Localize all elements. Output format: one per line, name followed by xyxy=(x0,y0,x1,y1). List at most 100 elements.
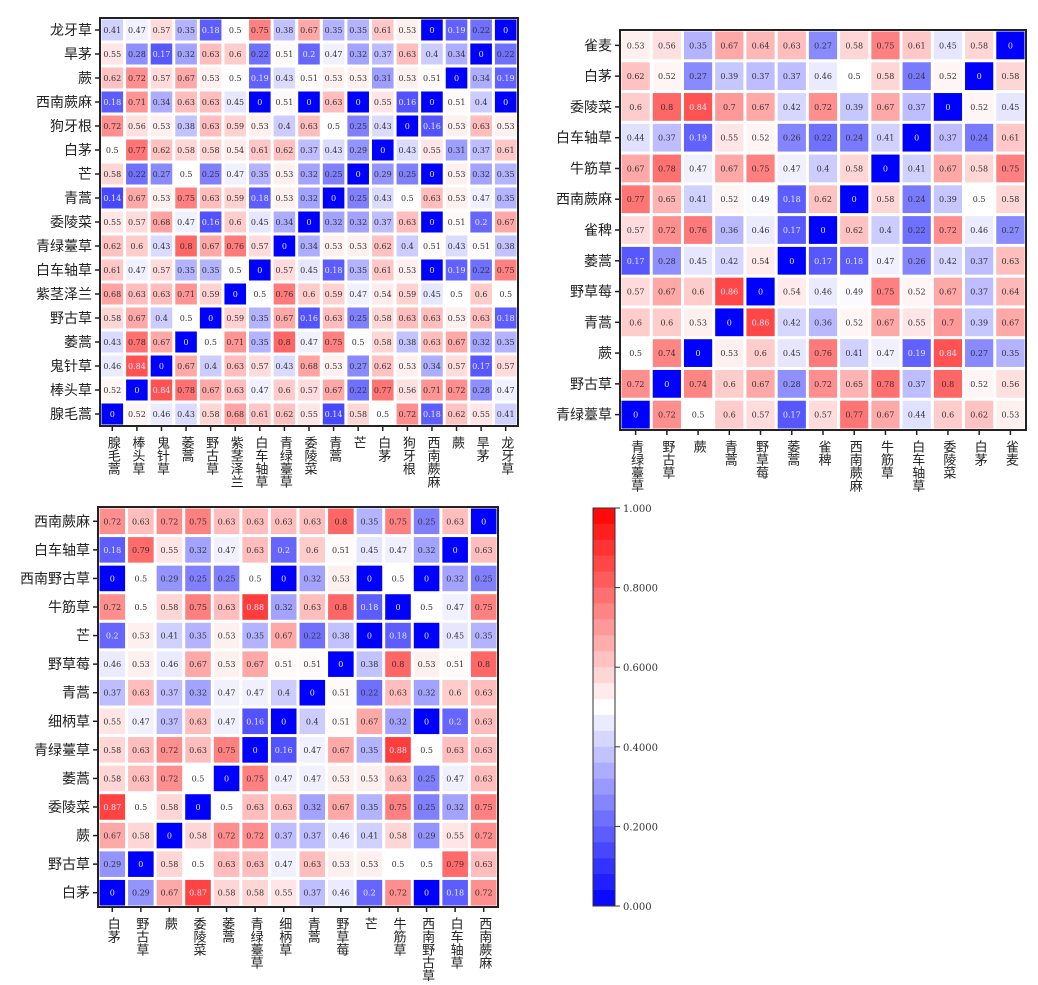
y-tick-label: 雀麦 xyxy=(584,38,612,54)
cell-value-label: 0.18 xyxy=(446,889,464,898)
cell-value-label: 0.6 xyxy=(723,380,736,389)
cell-value-label: 0.32 xyxy=(446,574,464,583)
cell-value-label: 0.35 xyxy=(689,41,707,50)
heatmap-cell xyxy=(396,259,419,281)
cell-value-label: 0.74 xyxy=(689,380,707,389)
cell-value-label: 0.25 xyxy=(418,803,436,812)
heatmap-cell xyxy=(199,211,222,233)
heatmap-cell xyxy=(270,537,297,563)
heatmap-cell xyxy=(808,31,838,60)
colorbar-tick-label: 0.6000 xyxy=(623,663,658,674)
cell-value-label: 0.17 xyxy=(153,50,171,59)
cell-value-label: 0.19 xyxy=(689,134,707,143)
heatmap-cell xyxy=(494,115,517,137)
cell-value-label: 0.79 xyxy=(446,860,464,869)
heatmap-cell xyxy=(298,115,320,137)
cell-value-label: 0.72 xyxy=(939,226,957,235)
cell-value-label: 0.63 xyxy=(189,746,207,755)
cell-value-label: 0.58 xyxy=(389,832,407,841)
heatmap-cell xyxy=(652,400,681,429)
cell-value-label: 0.53 xyxy=(325,242,343,251)
heatmap-cell xyxy=(421,235,443,257)
heatmap-cell xyxy=(621,308,650,337)
heatmap-cell xyxy=(494,91,517,113)
cell-value-label: 0.32 xyxy=(189,689,207,698)
heatmap-cell xyxy=(652,339,681,367)
cell-value-label: 0.75 xyxy=(389,517,407,526)
y-tick-label: 白车轴草 xyxy=(556,130,612,147)
cell-value-label: 0.38 xyxy=(332,632,350,641)
heatmap-cell xyxy=(385,794,411,820)
cell-value-label: 0.2 xyxy=(303,50,316,59)
cell-value-label: 0.53 xyxy=(398,26,416,35)
y-tick-label: 西南野古草 xyxy=(20,571,90,587)
heatmap-cell xyxy=(224,379,247,401)
cell-value-label: 0.63 xyxy=(202,194,220,203)
heatmap-cell xyxy=(126,379,148,401)
heatmap-cell xyxy=(442,651,468,677)
heatmap-cell xyxy=(175,187,197,209)
cell-value-label: 0 xyxy=(331,194,336,203)
heatmap-cell xyxy=(683,400,713,429)
heatmap-cell xyxy=(299,594,326,620)
cell-value-label: 0.57 xyxy=(153,26,171,35)
heatmap-cell xyxy=(442,737,468,763)
cell-value-label: 0.6 xyxy=(229,218,242,227)
cell-value-label: 0 xyxy=(977,72,982,81)
heatmap-cell xyxy=(652,185,681,214)
heatmap-cell xyxy=(273,19,296,41)
cell-value-label: 0.63 xyxy=(275,517,293,526)
colorbar-segment xyxy=(593,699,615,716)
heatmap-cell xyxy=(683,246,713,275)
cell-value-label: 0 xyxy=(424,717,429,726)
heatmap-cell xyxy=(996,31,1025,60)
heatmap-cell xyxy=(421,187,443,209)
heatmap-cell xyxy=(470,139,492,161)
heatmap-cell xyxy=(871,93,900,121)
x-tick-label: 青绿薹草 xyxy=(628,440,644,492)
heatmap-cell xyxy=(902,216,931,244)
heatmap-cell xyxy=(175,43,197,65)
y-tick-label: 蕨 xyxy=(78,71,92,87)
heatmap-cell xyxy=(347,139,369,161)
heatmap-cell xyxy=(777,31,806,60)
heatmap-cell xyxy=(270,565,297,592)
x-tick-label: 蕨 xyxy=(162,917,178,930)
heatmap-cell xyxy=(273,91,296,113)
cell-value-label: 0.5 xyxy=(249,574,262,583)
heatmap-cell xyxy=(902,123,931,152)
heatmap-cell xyxy=(871,216,900,244)
x-tick-label: 青蒿 xyxy=(722,440,738,466)
colorbar-segment xyxy=(593,667,615,684)
cell-value-label: 0.53 xyxy=(398,362,416,371)
cell-value-label: 0.72 xyxy=(814,103,832,112)
cell-value-label: 0.76 xyxy=(276,290,294,299)
cell-value-label: 0.63 xyxy=(398,50,416,59)
cell-value-label: 0.18 xyxy=(202,26,220,35)
cell-value-label: 0.63 xyxy=(153,290,171,299)
heatmap-cell xyxy=(213,851,240,877)
heatmap-cell xyxy=(840,93,869,121)
heatmap-cell xyxy=(328,622,354,649)
cell-value-label: 0.47 xyxy=(472,194,490,203)
cell-value-label: 0.53 xyxy=(332,774,350,783)
cell-value-label: 0.45 xyxy=(939,41,957,50)
heatmap-cell xyxy=(715,123,744,152)
heatmap-cell xyxy=(494,235,517,257)
cell-value-label: 0.19 xyxy=(448,26,466,35)
cell-value-label: 0.17 xyxy=(783,411,801,420)
heatmap-cell xyxy=(150,91,173,113)
heatmap-cell xyxy=(99,879,126,906)
heatmap-cell xyxy=(396,211,419,233)
heatmap-cell xyxy=(808,154,838,183)
heatmap-cell xyxy=(175,163,197,185)
heatmap-cell xyxy=(808,185,838,214)
cell-value-label: 0.41 xyxy=(161,632,179,641)
heatmap-cell xyxy=(213,537,240,563)
y-tick-label: 野草莓 xyxy=(570,285,612,301)
cell-value-label: 0 xyxy=(159,362,164,371)
cell-value-label: 0.55 xyxy=(103,218,121,227)
cell-value-label: 0 xyxy=(914,134,919,143)
cell-value-label: 0.53 xyxy=(349,242,367,251)
heatmap-cell xyxy=(126,19,148,41)
